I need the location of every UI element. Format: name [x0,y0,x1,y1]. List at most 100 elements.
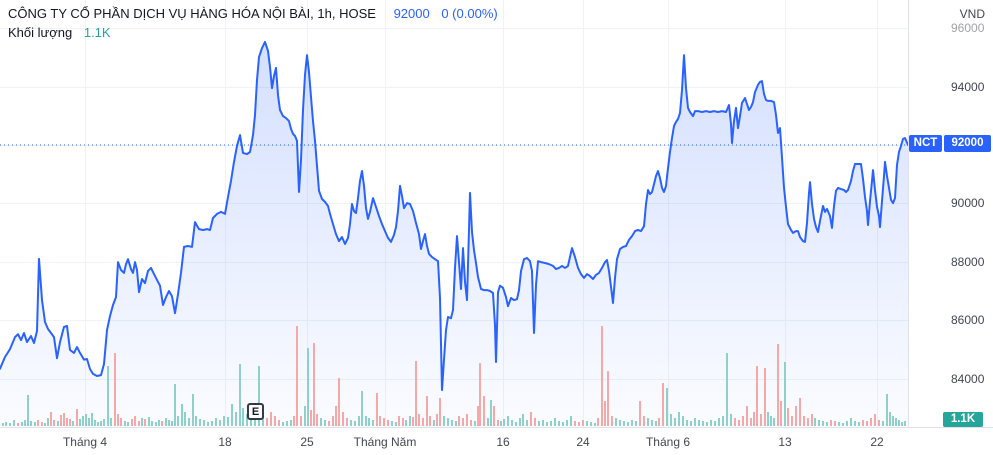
volume-bar [607,371,609,426]
volume-bar [582,420,584,426]
volume-bar [538,421,540,426]
volume-bar [578,422,580,426]
volume-bar [354,421,356,426]
volume-bar [120,418,122,426]
volume-bar [882,421,884,426]
volume-bar [107,366,109,426]
volume-bar [694,418,696,426]
volume-bar [738,420,740,426]
volume-bar [562,422,564,426]
volume-bar [822,421,824,426]
x-axis-tick-label: Tháng Năm [353,435,417,449]
y-axis-tick-label: 86000 [951,313,985,328]
volume-bar [358,416,360,426]
x-axis-tick-label: 13 [778,435,792,449]
chart-canvas[interactable] [0,0,908,427]
volume-bar [304,406,306,426]
volume-bar [791,416,793,426]
volume-bar [266,418,268,426]
price-line [0,40,908,391]
volume-bar [188,418,190,426]
volume-bar [72,421,74,426]
volume-bar [282,422,284,426]
volume-bar [342,412,344,426]
volume-bar [455,421,457,426]
volume-bar [586,421,588,426]
volume-bar [37,420,39,426]
volume-bar [760,414,762,426]
volume-bar [601,326,603,426]
volume-bar [17,423,19,426]
volume-bar [138,421,140,426]
volume-bar [511,420,513,426]
volume-bar [88,418,90,426]
volume-bar [41,422,43,426]
volume-bar [862,420,864,426]
volume-bar [177,416,179,426]
volume-bar [2,423,4,426]
volume-bar [418,414,420,426]
volume-bar [161,421,163,426]
volume-bar [777,344,779,426]
volume-bar [310,410,312,426]
volume-label: Khối lượng [8,25,73,40]
volume-bar [570,416,572,426]
volume-bar [522,414,524,426]
volume-bar [686,420,688,426]
volume-bar [307,348,309,426]
volume-bar [66,418,68,426]
volume-bar [866,421,868,426]
volume-bar [69,419,71,426]
volume-bar [278,420,280,426]
volume-bar [507,416,509,426]
volume-bar [82,416,84,426]
volume-bar [674,418,676,426]
price-axis[interactable]: VND NCT 92000 1.1K 96000 94000 90000 88000 8… [908,0,993,427]
volume-bar [110,418,112,426]
volume-bar [215,418,217,426]
volume-bar [846,421,848,426]
volume-bar [405,420,407,426]
volume-bar [901,422,903,426]
volume-bar [184,412,186,426]
symbol-title[interactable]: CÔNG TY CỔ PHẦN DỊCH VỤ HÀNG HÓA NỘI BÀI… [8,6,376,21]
volume-bar [710,420,712,426]
volume-bar [519,418,521,426]
volume-bar [127,422,129,426]
volume-bar [474,421,476,426]
volume-bar [870,418,872,426]
time-axis[interactable]: Tháng 4 18 25 Tháng Năm 16 24 Tháng 6 13 22 [0,427,993,455]
volume-bar [219,420,221,426]
volume-bar [770,416,772,426]
volume-bar [409,416,411,426]
volume-bar [526,420,528,426]
volume-bar [451,420,453,426]
volume-bar [376,393,378,426]
volume-bar [895,418,897,426]
volume-bar [24,420,26,426]
volume-bar [515,422,517,426]
volume-bar [192,394,194,426]
volume-bar [324,420,326,426]
volume-bar [858,422,860,426]
volume-bar [662,383,664,426]
price-line-layer [0,40,908,391]
volume-bar [714,421,716,426]
volume-bar [477,406,479,426]
volume-bar [784,362,786,426]
volume-bar [814,418,816,426]
volume-bar [497,420,499,426]
volume-bar [803,416,805,426]
volume-bar [479,363,481,426]
volume-bar [79,419,81,426]
volume-bar [483,396,485,426]
volume-bar [487,418,489,426]
volume-value: 1.1K [83,25,111,40]
volume-bar [756,366,758,426]
volume-bar [834,421,836,426]
volume-bar [335,406,337,426]
volume-bar [746,406,748,426]
price-change-value: 0 (0.00%) [441,6,498,21]
earnings-marker[interactable]: E [247,403,264,420]
x-axis-tick-label: 18 [218,435,232,449]
